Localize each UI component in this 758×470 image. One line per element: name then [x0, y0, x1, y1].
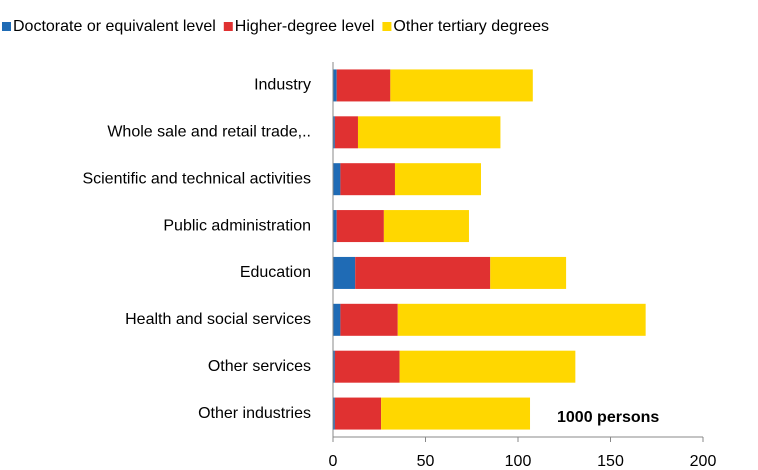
bar	[381, 397, 531, 430]
bar	[334, 116, 358, 149]
bar	[397, 303, 646, 336]
y-tick-label: Other industries	[198, 405, 311, 422]
legend-swatch	[2, 22, 11, 31]
legend-label: Doctorate or equivalent level	[13, 18, 216, 35]
annotation: 1000 persons	[557, 409, 659, 426]
y-tick-label: Health and social services	[125, 311, 311, 328]
legend-swatch	[223, 22, 233, 31]
bar	[333, 256, 356, 289]
bar	[336, 210, 384, 243]
y-tick-label: Scientific and technical activities	[82, 170, 311, 187]
y-tick-label: Public administration	[163, 217, 311, 234]
y-tick-label: Industry	[254, 77, 311, 94]
bar	[336, 69, 391, 102]
legend-label: Higher-degree level	[235, 18, 375, 35]
y-tick-label: Other services	[208, 358, 311, 375]
y-tick-label: Education	[240, 264, 311, 281]
bar	[383, 210, 469, 243]
legend-swatch	[382, 22, 392, 31]
bar	[394, 163, 481, 196]
legend-label: Other tertiary degrees	[393, 18, 549, 35]
x-tick-label: 150	[597, 453, 624, 470]
x-tick-label: 200	[690, 453, 717, 470]
bar	[333, 397, 335, 430]
bar	[333, 163, 341, 196]
bar	[357, 116, 501, 149]
x-tick-label: 100	[505, 453, 532, 470]
bar	[490, 256, 567, 289]
bar	[340, 303, 398, 336]
bar	[340, 163, 395, 196]
x-tick-label: 0	[329, 453, 338, 470]
y-tick-label: Whole sale and retail trade,..	[107, 124, 311, 141]
bar	[399, 350, 576, 383]
bar	[333, 69, 337, 102]
bar	[333, 210, 337, 243]
bar	[333, 303, 341, 336]
bar	[390, 69, 533, 102]
bar	[334, 397, 382, 430]
bar	[334, 350, 400, 383]
x-tick-label: 50	[417, 453, 435, 470]
bar	[355, 256, 491, 289]
bar	[333, 350, 335, 383]
bar	[333, 116, 335, 149]
